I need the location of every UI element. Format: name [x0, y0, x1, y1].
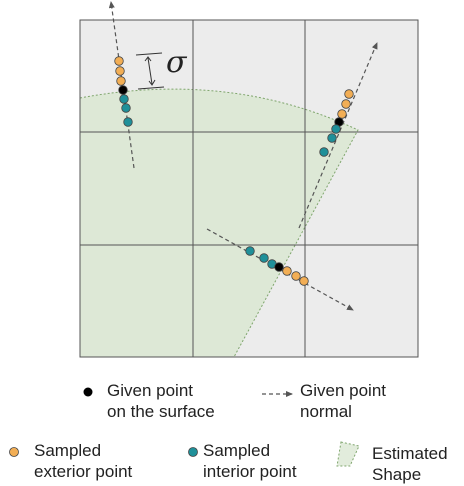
normal-arrow-2 — [298, 42, 378, 229]
legend-shape-line2: Shape — [372, 465, 422, 484]
exterior-point — [341, 99, 351, 109]
exterior-point — [299, 276, 309, 286]
exterior-point — [114, 56, 124, 66]
surface-point — [274, 262, 284, 272]
legend-interior: Sampled interior point — [203, 440, 297, 482]
interior-point — [259, 253, 269, 263]
interior-point — [319, 147, 329, 157]
sample-cluster-2 — [319, 89, 354, 157]
legend-surface-point-icon — [83, 387, 93, 397]
legend-exterior-point-icon — [9, 447, 19, 457]
grid-lines — [79, 19, 419, 358]
interior-point — [331, 124, 341, 134]
legend-interior-point-icon — [188, 447, 198, 457]
legend-surface-point-line1: Given point — [107, 381, 193, 400]
surface-point — [118, 85, 128, 95]
interior-point — [123, 117, 133, 127]
legend-shape-line1: Estimated — [372, 444, 448, 463]
legend-shape: Estimated Shape — [372, 443, 448, 485]
estimated-shape-region — [80, 89, 358, 357]
legend-exterior-line2: exterior point — [34, 462, 133, 481]
legend-normal: Given point normal — [300, 380, 386, 422]
interior-point — [121, 103, 131, 113]
legend-surface-point-line2: on the surface — [107, 402, 215, 421]
sigma-bracket — [135, 52, 165, 90]
legend-exterior-line1: Sampled — [34, 441, 102, 460]
legend-normal-line1: Given point — [300, 381, 386, 400]
legend-shape-icon — [336, 441, 360, 467]
exterior-point — [282, 266, 292, 276]
interior-point — [245, 246, 255, 256]
legend-exterior: Sampled exterior point — [34, 440, 132, 482]
interior-point — [119, 94, 129, 104]
legend-interior-line1: Sampled — [203, 441, 271, 460]
exterior-point — [337, 109, 347, 119]
exterior-point — [116, 76, 126, 86]
legend-interior-line2: interior point — [203, 462, 297, 481]
interior-point — [327, 133, 337, 143]
exterior-point — [344, 89, 354, 99]
legend-surface-point: Given point on the surface — [107, 380, 215, 422]
sigma-label: σ — [166, 45, 188, 80]
sample-cluster-3 — [245, 246, 309, 286]
legend-normal-line2: normal — [300, 402, 352, 421]
sample-cluster-1 — [114, 56, 133, 127]
exterior-point — [115, 66, 125, 76]
exterior-point — [291, 271, 301, 281]
